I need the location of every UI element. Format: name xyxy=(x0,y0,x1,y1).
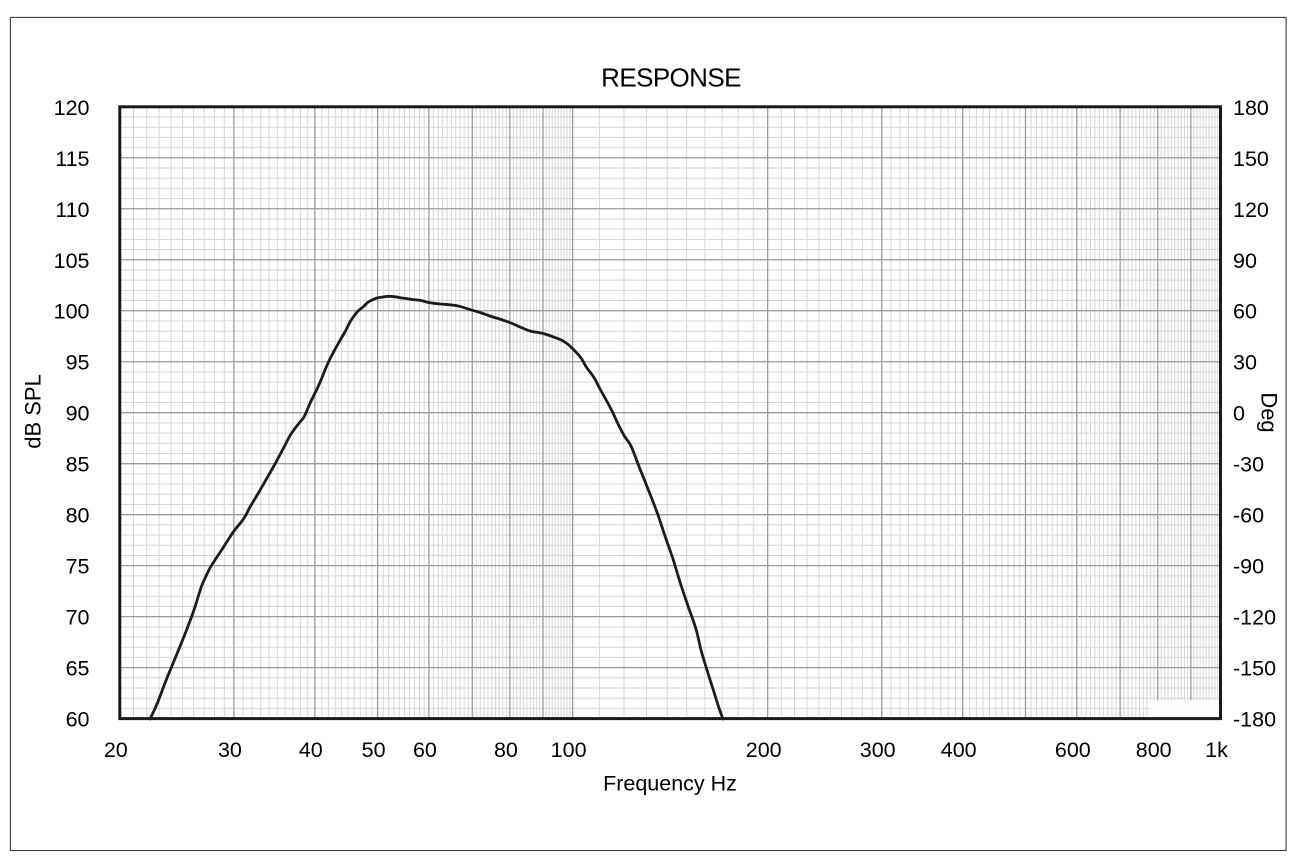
svg-text:200: 200 xyxy=(746,738,782,762)
svg-text:-120: -120 xyxy=(1233,606,1276,630)
svg-text:65: 65 xyxy=(66,657,90,681)
svg-text:85: 85 xyxy=(66,453,90,477)
svg-text:100: 100 xyxy=(54,300,90,324)
svg-text:60: 60 xyxy=(413,738,437,762)
svg-text:1k: 1k xyxy=(1205,738,1228,762)
svg-text:400: 400 xyxy=(941,738,977,762)
svg-text:105: 105 xyxy=(54,249,90,273)
svg-text:70: 70 xyxy=(66,606,90,630)
svg-text:-90: -90 xyxy=(1233,555,1264,579)
svg-text:80: 80 xyxy=(494,738,518,762)
svg-text:90: 90 xyxy=(66,402,90,426)
svg-text:600: 600 xyxy=(1055,738,1091,762)
svg-text:180: 180 xyxy=(1233,96,1269,120)
svg-text:30: 30 xyxy=(1233,351,1257,375)
svg-text:120: 120 xyxy=(54,96,90,120)
svg-text:800: 800 xyxy=(1136,738,1172,762)
svg-text:115: 115 xyxy=(55,147,89,171)
svg-text:20: 20 xyxy=(104,738,128,762)
svg-text:90: 90 xyxy=(1233,249,1257,273)
svg-text:150: 150 xyxy=(1233,147,1269,171)
svg-text:110: 110 xyxy=(55,198,89,222)
svg-text:120: 120 xyxy=(1233,198,1269,222)
svg-text:-180: -180 xyxy=(1233,708,1276,732)
svg-text:75: 75 xyxy=(66,555,90,579)
svg-text:30: 30 xyxy=(218,738,242,762)
svg-text:Deg: Deg xyxy=(1256,392,1281,432)
svg-text:60: 60 xyxy=(66,708,90,732)
svg-text:RESPONSE: RESPONSE xyxy=(601,63,741,93)
svg-text:-150: -150 xyxy=(1233,657,1276,681)
svg-text:300: 300 xyxy=(860,738,896,762)
svg-text:0: 0 xyxy=(1233,402,1245,426)
svg-text:100: 100 xyxy=(551,738,587,762)
svg-text:95: 95 xyxy=(66,351,90,375)
svg-text:-30: -30 xyxy=(1233,453,1264,477)
svg-text:40: 40 xyxy=(299,738,323,762)
svg-text:50: 50 xyxy=(362,738,386,762)
svg-text:60: 60 xyxy=(1233,300,1257,324)
svg-text:Frequency Hz: Frequency Hz xyxy=(603,772,737,796)
svg-text:dB SPL: dB SPL xyxy=(21,374,46,449)
svg-text:-60: -60 xyxy=(1233,504,1264,528)
svg-text:80: 80 xyxy=(66,504,90,528)
